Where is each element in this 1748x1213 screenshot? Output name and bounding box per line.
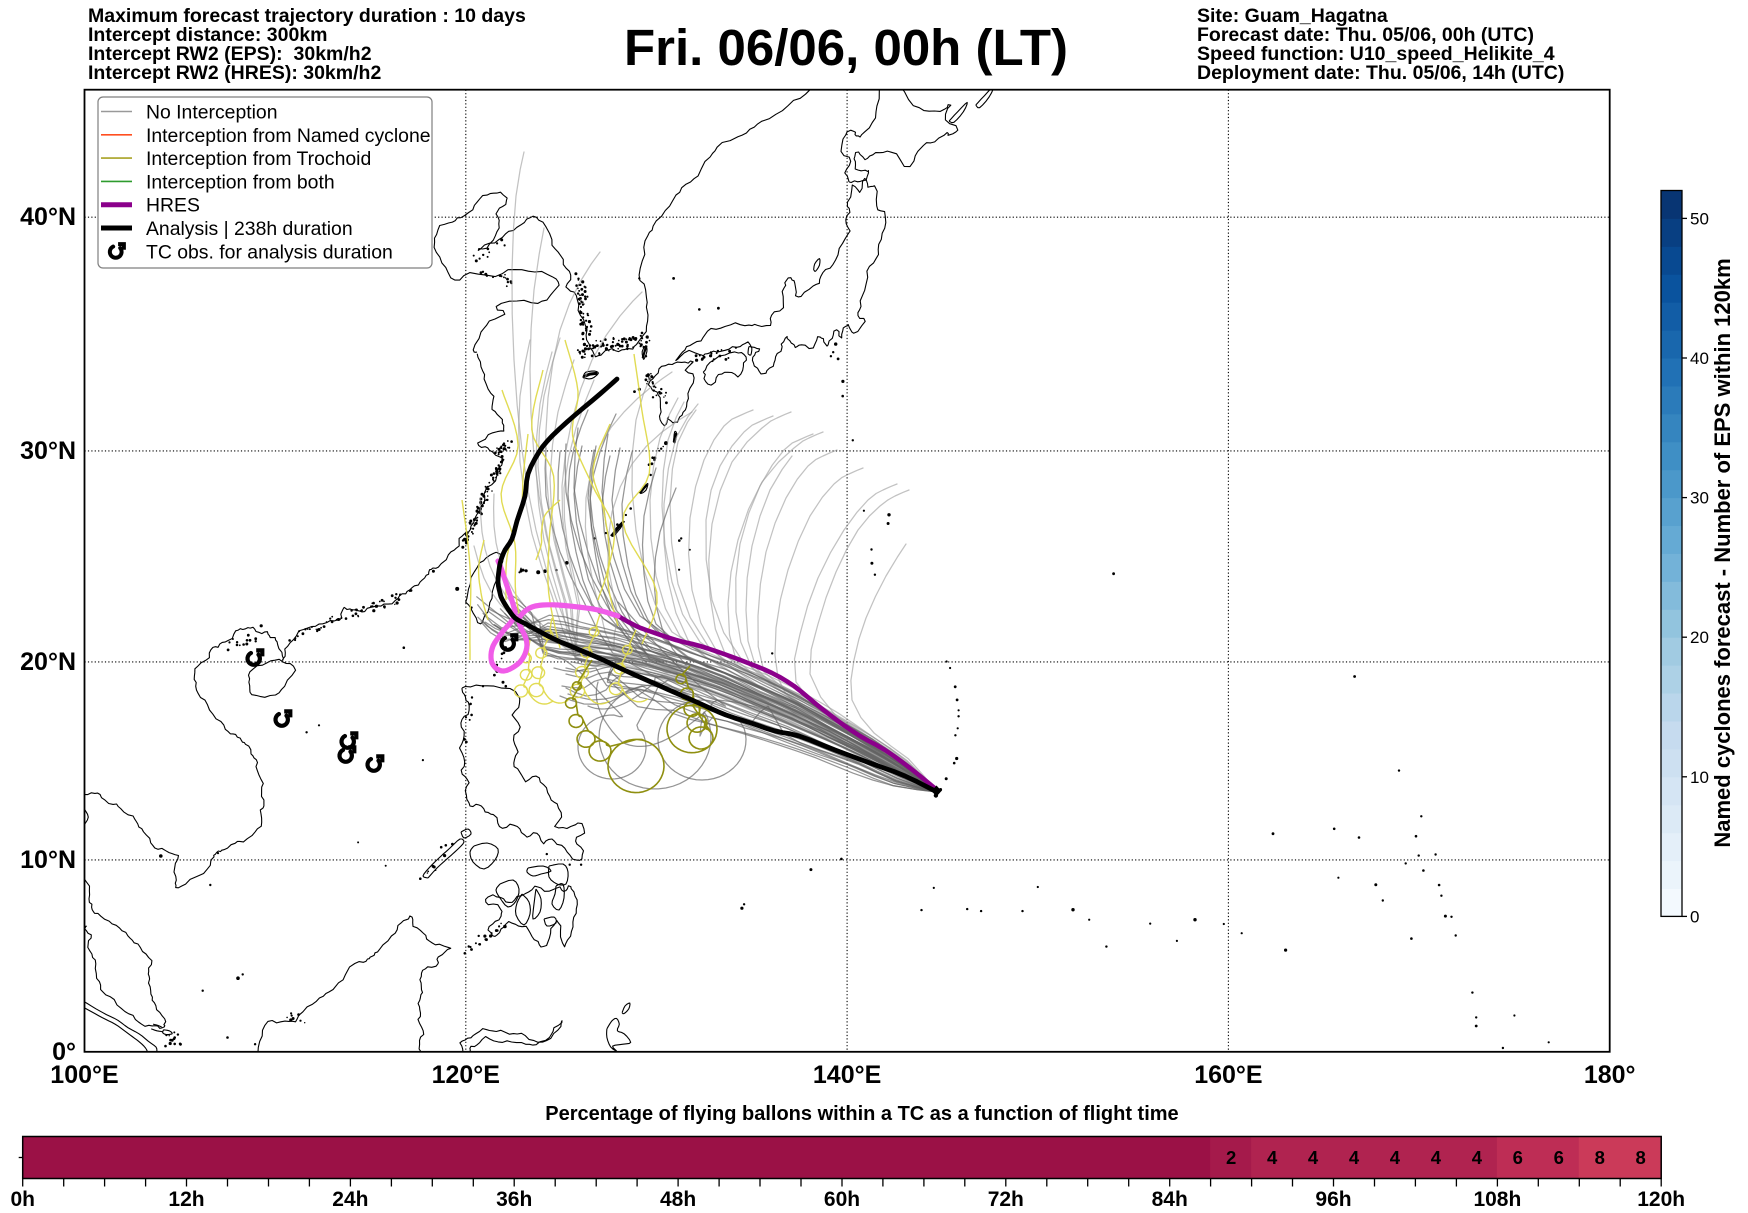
svg-text:Forecast date: Thu. 05/06, 00h: Forecast date: Thu. 05/06, 00h (UTC) (1197, 24, 1534, 46)
svg-text:Deployment date: Thu. 05/06, 1: Deployment date: Thu. 05/06, 14h (UTC) (1197, 62, 1564, 84)
svg-text:Interception from both: Interception from both (146, 171, 335, 193)
svg-text:30°N: 30°N (20, 437, 76, 465)
svg-text:100°E: 100°E (50, 1061, 118, 1089)
svg-text:Interception from Named cyclon: Interception from Named cyclone (146, 125, 431, 147)
svg-text:84h: 84h (1152, 1188, 1188, 1211)
svg-text:4: 4 (1349, 1147, 1360, 1168)
svg-text:0h: 0h (10, 1188, 35, 1211)
svg-text:Analysis | 238h duration: Analysis | 238h duration (146, 218, 353, 240)
svg-text:20°N: 20°N (20, 648, 76, 676)
svg-text:72h: 72h (988, 1188, 1024, 1211)
svg-text:4: 4 (1472, 1147, 1483, 1168)
svg-text:Intercept RW2 (EPS): 30km/h2: Intercept RW2 (EPS): 30km/h2 (88, 43, 372, 65)
svg-text:Maximum forecast trajectory du: Maximum forecast trajectory duration : 1… (88, 5, 526, 27)
svg-text:Intercept distance: 300km: Intercept distance: 300km (88, 24, 328, 46)
svg-text:Intercept RW2 (HRES): 30km/h2: Intercept RW2 (HRES): 30km/h2 (88, 62, 381, 84)
svg-text:40: 40 (1690, 349, 1709, 368)
svg-text:20: 20 (1690, 628, 1709, 647)
svg-text:24h: 24h (332, 1188, 368, 1211)
svg-text:4: 4 (1431, 1147, 1442, 1168)
svg-text:TC obs. for analysis duration: TC obs. for analysis duration (146, 241, 393, 263)
svg-text:Interception from Trochoid: Interception from Trochoid (146, 148, 371, 170)
svg-text:6: 6 (1554, 1147, 1564, 1168)
svg-text:8: 8 (1595, 1147, 1605, 1168)
svg-text:96h: 96h (1315, 1188, 1351, 1211)
svg-text:4: 4 (1390, 1147, 1401, 1168)
svg-text:4: 4 (1308, 1147, 1319, 1168)
svg-text:12h: 12h (168, 1188, 204, 1211)
svg-text:HRES: HRES (146, 195, 200, 217)
svg-text:4: 4 (1267, 1147, 1278, 1168)
svg-text:10: 10 (1690, 768, 1709, 787)
svg-text:108h: 108h (1473, 1188, 1521, 1211)
svg-text:Fri. 06/06, 00h (LT): Fri. 06/06, 00h (LT) (624, 19, 1068, 76)
svg-text:60h: 60h (824, 1188, 860, 1211)
svg-text:120°E: 120°E (432, 1061, 500, 1089)
svg-text:48h: 48h (660, 1188, 696, 1211)
svg-text:10°N: 10°N (20, 846, 76, 874)
svg-text:36h: 36h (496, 1188, 532, 1211)
svg-text:No Interception: No Interception (146, 102, 278, 124)
svg-text:50: 50 (1690, 209, 1709, 228)
svg-text:2: 2 (1226, 1147, 1236, 1168)
svg-text:0°: 0° (52, 1038, 76, 1066)
svg-text:30: 30 (1690, 489, 1709, 508)
svg-text:Named cyclones forecast - Numb: Named cyclones forecast - Number of EPS … (1710, 258, 1735, 847)
svg-text:140°E: 140°E (813, 1061, 881, 1089)
svg-text:0: 0 (1690, 907, 1699, 926)
svg-text:40°N: 40°N (20, 203, 76, 231)
svg-text:Speed function: U10_speed_Heli: Speed function: U10_speed_Helikite_4 (1197, 43, 1555, 65)
svg-text:160°E: 160°E (1194, 1061, 1262, 1089)
svg-text:180°: 180° (1584, 1061, 1636, 1089)
svg-text:Site: Guam_Hagatna: Site: Guam_Hagatna (1197, 5, 1388, 27)
svg-text:6: 6 (1513, 1147, 1523, 1168)
svg-text:Percentage of flying ballons w: Percentage of flying ballons within a TC… (545, 1103, 1178, 1125)
svg-text:8: 8 (1636, 1147, 1646, 1168)
svg-text:120h: 120h (1637, 1188, 1685, 1211)
